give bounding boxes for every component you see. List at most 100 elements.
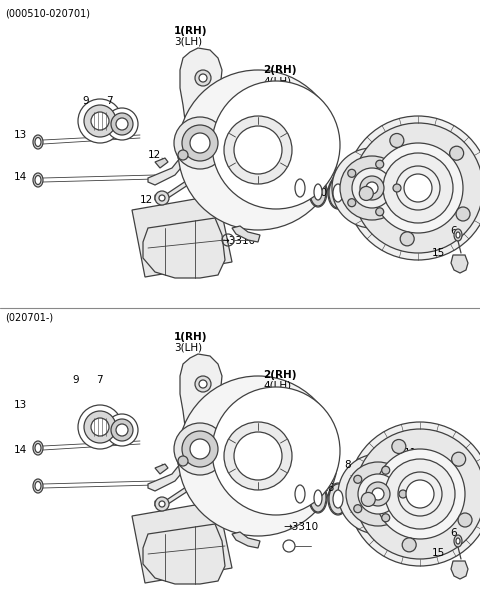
Circle shape: [366, 182, 378, 194]
Circle shape: [106, 414, 138, 446]
Circle shape: [355, 429, 480, 559]
Circle shape: [195, 376, 211, 392]
Circle shape: [348, 170, 356, 177]
Circle shape: [178, 456, 188, 466]
Circle shape: [174, 117, 226, 169]
Text: 5: 5: [272, 457, 278, 467]
Circle shape: [91, 112, 109, 130]
Circle shape: [406, 480, 434, 508]
Text: 7: 7: [283, 473, 289, 483]
Text: 7: 7: [106, 96, 113, 106]
Circle shape: [353, 123, 480, 253]
Circle shape: [361, 493, 375, 507]
Polygon shape: [232, 226, 260, 242]
Polygon shape: [148, 158, 185, 185]
Circle shape: [354, 476, 362, 483]
Circle shape: [195, 70, 211, 86]
Ellipse shape: [295, 179, 305, 197]
Text: 9: 9: [82, 96, 89, 106]
Circle shape: [116, 118, 128, 130]
Polygon shape: [451, 561, 468, 579]
Circle shape: [398, 472, 442, 516]
Text: 11: 11: [404, 448, 417, 458]
Circle shape: [190, 439, 210, 459]
Ellipse shape: [350, 495, 358, 509]
Circle shape: [348, 422, 480, 566]
Circle shape: [393, 184, 401, 192]
Ellipse shape: [35, 138, 41, 146]
Ellipse shape: [314, 184, 322, 200]
Text: 4(LH): 4(LH): [263, 381, 291, 391]
Circle shape: [178, 376, 338, 536]
Ellipse shape: [333, 490, 343, 508]
Circle shape: [224, 116, 292, 184]
Circle shape: [78, 405, 122, 449]
Circle shape: [382, 466, 390, 474]
Circle shape: [400, 232, 414, 246]
Circle shape: [392, 439, 406, 453]
Polygon shape: [143, 524, 225, 584]
Circle shape: [116, 424, 128, 436]
Text: 16: 16: [322, 483, 335, 493]
Ellipse shape: [291, 173, 309, 203]
Text: 8: 8: [344, 460, 350, 470]
Text: 10: 10: [298, 473, 311, 483]
Circle shape: [456, 207, 470, 221]
Circle shape: [178, 150, 188, 160]
Ellipse shape: [35, 176, 41, 184]
Circle shape: [385, 459, 455, 529]
Circle shape: [372, 488, 384, 500]
Ellipse shape: [291, 479, 309, 509]
Ellipse shape: [33, 479, 43, 493]
Text: 7: 7: [96, 375, 103, 385]
Text: 7: 7: [296, 188, 302, 198]
Circle shape: [396, 166, 440, 210]
Circle shape: [375, 449, 465, 539]
Polygon shape: [148, 464, 185, 491]
Circle shape: [404, 174, 432, 202]
Ellipse shape: [333, 184, 343, 202]
Circle shape: [458, 513, 472, 527]
Ellipse shape: [456, 538, 460, 544]
Polygon shape: [132, 501, 232, 583]
Text: (020701-): (020701-): [5, 312, 53, 322]
Text: 14: 14: [14, 445, 27, 455]
Polygon shape: [132, 195, 232, 277]
Ellipse shape: [454, 229, 462, 241]
Circle shape: [348, 199, 356, 207]
Text: 10: 10: [315, 188, 328, 198]
Circle shape: [111, 113, 133, 135]
Ellipse shape: [352, 498, 356, 506]
Circle shape: [155, 497, 169, 511]
Circle shape: [224, 422, 292, 490]
Circle shape: [234, 126, 282, 174]
Circle shape: [84, 105, 116, 137]
Circle shape: [376, 208, 384, 216]
Text: 8: 8: [352, 175, 359, 185]
Text: 6: 6: [450, 226, 456, 236]
Text: 12: 12: [148, 150, 161, 160]
Circle shape: [178, 70, 338, 230]
Ellipse shape: [454, 535, 462, 547]
Ellipse shape: [295, 485, 305, 503]
Text: 3(LH): 3(LH): [174, 343, 202, 353]
Text: 11: 11: [408, 160, 421, 170]
Text: 14: 14: [14, 172, 27, 182]
Circle shape: [199, 380, 207, 388]
Text: →3310: →3310: [283, 522, 318, 532]
Circle shape: [340, 156, 404, 220]
Polygon shape: [155, 464, 168, 474]
Circle shape: [212, 387, 340, 515]
Circle shape: [234, 432, 282, 480]
Circle shape: [360, 187, 373, 201]
Ellipse shape: [456, 232, 460, 238]
Circle shape: [84, 411, 116, 443]
Circle shape: [91, 418, 109, 436]
Circle shape: [399, 490, 407, 498]
Text: 15: 15: [432, 548, 445, 558]
Text: 5: 5: [282, 174, 288, 184]
Text: (000510-020701): (000510-020701): [5, 8, 90, 18]
Text: →3310: →3310: [220, 236, 255, 246]
Ellipse shape: [310, 178, 326, 206]
Ellipse shape: [310, 484, 326, 512]
